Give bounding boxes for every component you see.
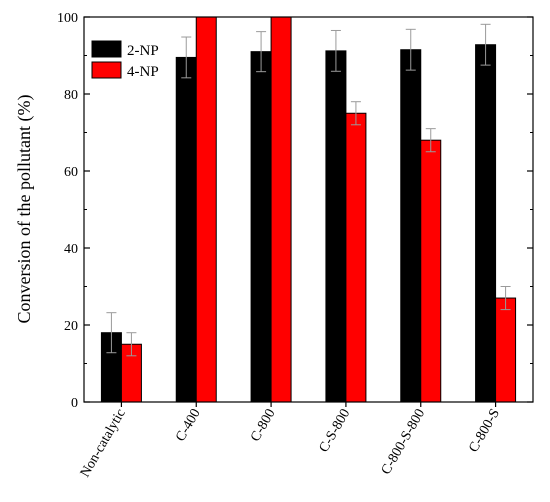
bar-2-np-c-800-s-800	[400, 49, 422, 403]
legend-swatch-2-np	[91, 40, 122, 58]
y-axis: 0 20 40 60 80 100	[57, 11, 533, 411]
x-tick-label: C-400	[173, 407, 203, 445]
legend: 2-NP 4-NP	[91, 40, 159, 80]
y-tick-label: 100	[57, 11, 78, 26]
error-bar-4-np-c-s-800	[350, 101, 361, 126]
error-bar-4-np-c-800-s	[500, 286, 511, 311]
y-tick-label: 80	[64, 88, 78, 103]
bar-4-np-c-s-800	[345, 112, 367, 403]
x-tick-label: C-800-S-800	[379, 407, 429, 478]
y-tick-label: 40	[64, 242, 78, 257]
legend-swatch-4-np	[91, 61, 122, 79]
error-bar-2-np-c-800-s-800	[405, 28, 416, 71]
legend-label-2-np: 2-NP	[127, 43, 159, 59]
bar-4-np-c-800-s	[495, 297, 517, 403]
error-bar-2-np-c-800-s	[480, 23, 491, 66]
error-bar-4-np-non-catalytic	[126, 332, 137, 357]
x-tick-label: C-800-S	[466, 407, 503, 456]
error-bar-4-np-c-800-s-800	[425, 128, 436, 153]
bar-4-np-c-800-s-800	[420, 139, 442, 403]
error-bar-2-np-c-400	[181, 36, 192, 79]
bar-4-np-c-800	[270, 16, 292, 403]
error-bar-2-np-non-catalytic	[106, 312, 117, 354]
error-bars-layer	[106, 23, 511, 357]
x-tick-label: Non-catalytic	[78, 407, 129, 480]
bar-2-np-c-800	[250, 51, 272, 403]
bar-2-np-c-800-s	[475, 44, 497, 403]
y-tick-label: 20	[64, 319, 78, 334]
y-axis-title: Conversion of the pollutant (%)	[14, 95, 35, 324]
y-tick-label: 60	[64, 165, 78, 180]
x-tick-label: C-800	[248, 407, 278, 445]
x-tick-label: C-S-800	[317, 407, 354, 456]
legend-label-4-np: 4-NP	[127, 64, 159, 80]
bars-layer	[100, 16, 517, 403]
bar-2-np-c-s-800	[325, 50, 347, 403]
error-bar-2-np-c-s-800	[330, 29, 341, 72]
error-bar-2-np-c-800	[256, 31, 267, 73]
bar-4-np-c-400	[195, 16, 217, 403]
bar-2-np-c-400	[175, 56, 197, 403]
y-tick-label: 0	[71, 396, 78, 411]
x-axis: Non-catalytic C-400 C-800 C-S-800 C-800-S-80…	[78, 402, 503, 480]
